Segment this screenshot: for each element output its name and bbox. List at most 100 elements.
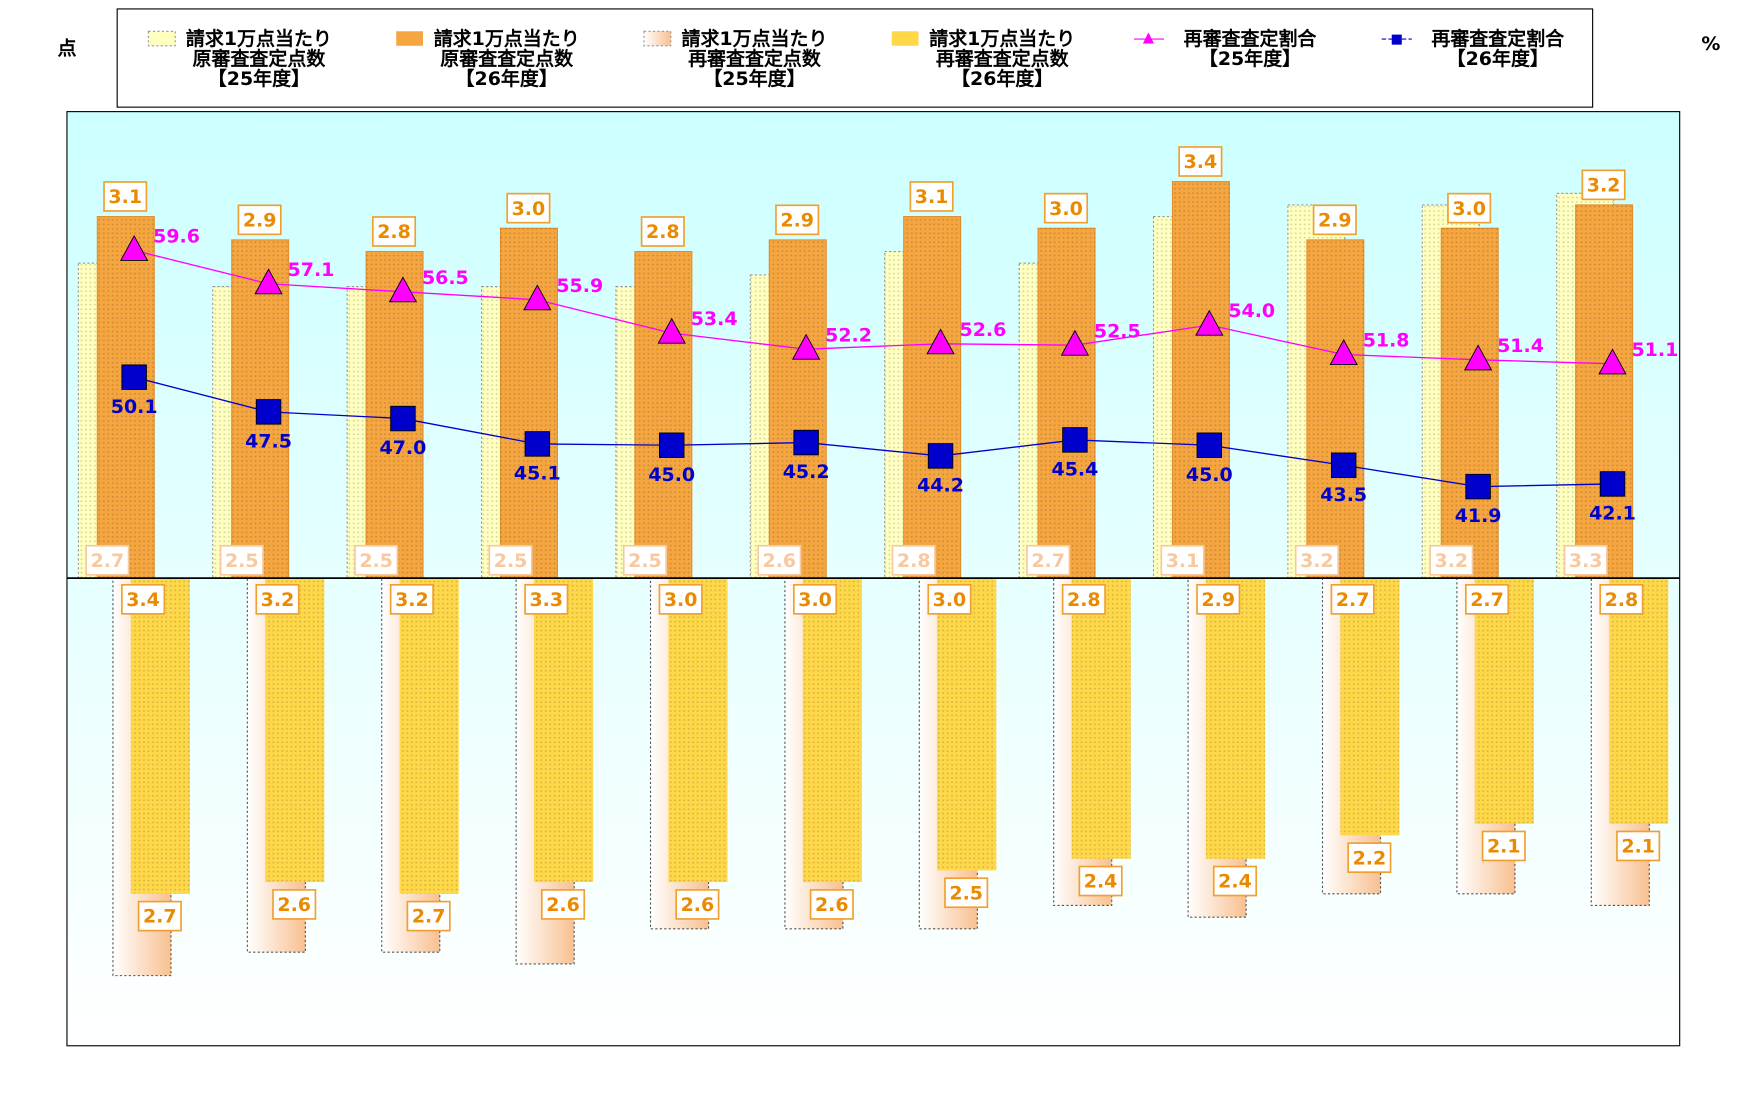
marker <box>255 399 282 425</box>
value-label: 47.5 <box>245 431 292 453</box>
label-box <box>389 583 434 615</box>
value-label: 45.1 <box>514 463 561 485</box>
value-label: 45.0 <box>1186 464 1233 486</box>
y2-axis-label: % <box>1701 33 1720 55</box>
marker <box>926 328 955 355</box>
label-box <box>488 544 533 576</box>
label-box <box>1026 544 1071 576</box>
bar-texture <box>668 578 728 883</box>
value-label: 2.8 <box>1067 589 1101 611</box>
marker <box>120 234 149 261</box>
marker <box>657 317 686 344</box>
bar-texture <box>1441 228 1499 579</box>
y-axis-label: 点 <box>57 38 76 60</box>
label-box <box>622 544 667 576</box>
value-label: 2.6 <box>277 894 311 916</box>
label-box <box>1078 865 1123 897</box>
label-box <box>1312 204 1357 236</box>
value-label: 2.8 <box>646 221 680 243</box>
value-label: 2.5 <box>494 550 528 572</box>
legend-swatch <box>643 30 672 47</box>
marker <box>1062 427 1088 453</box>
value-label: 2.7 <box>412 906 446 928</box>
label-box <box>354 544 399 576</box>
value-label: 2.8 <box>377 221 411 243</box>
label-box <box>237 204 282 236</box>
label-box <box>1178 146 1223 177</box>
value-label: 45.4 <box>1052 459 1099 481</box>
label-box <box>775 204 820 236</box>
label-box <box>406 900 451 932</box>
value-label: 2.4 <box>1084 871 1118 893</box>
bar-texture <box>265 578 325 883</box>
bar-texture <box>1071 578 1131 859</box>
value-label: 3.1 <box>108 186 142 208</box>
label-box <box>1563 544 1608 576</box>
value-label: 53.4 <box>691 308 738 330</box>
value-label: 2.7 <box>91 550 125 572</box>
value-label: 3.4 <box>1184 151 1218 173</box>
label-box <box>675 889 720 920</box>
value-label: 2.9 <box>1201 589 1235 611</box>
legend-marker <box>1391 34 1402 45</box>
value-label: 2.6 <box>546 894 580 916</box>
marker <box>791 333 821 360</box>
label-box <box>219 544 264 576</box>
bar-texture <box>1306 239 1364 579</box>
value-label: 44.2 <box>917 475 964 497</box>
bar-texture <box>1340 578 1400 836</box>
label-box <box>371 216 417 247</box>
label-box <box>809 889 854 920</box>
label-box <box>1429 544 1474 576</box>
label-box <box>1581 169 1626 201</box>
label-box <box>103 181 148 212</box>
marker <box>523 284 552 311</box>
marker <box>1195 309 1224 336</box>
label-box <box>85 544 130 576</box>
value-label: 2.1 <box>1487 836 1521 858</box>
value-label: 55.9 <box>556 275 603 297</box>
value-label: 42.1 <box>1589 503 1636 525</box>
value-label: 3.2 <box>261 589 295 611</box>
marker <box>121 364 147 390</box>
legend-label: 再審査査定割合【26年度】 <box>1431 27 1565 70</box>
bar-texture <box>500 228 558 579</box>
label-box <box>1212 865 1258 897</box>
legend-label: 請求1万点当たり再審査査定点数【26年度】 <box>929 27 1075 90</box>
marker <box>659 432 685 458</box>
label-box <box>1330 583 1375 615</box>
value-label: 3.0 <box>1049 198 1083 220</box>
marker <box>1330 452 1357 478</box>
label-box <box>1061 583 1106 615</box>
marker <box>1329 339 1358 365</box>
label-box <box>757 544 802 576</box>
bar-texture <box>130 578 190 894</box>
label-box <box>540 889 586 920</box>
marker <box>1060 329 1090 356</box>
bar-texture <box>533 578 594 883</box>
line <box>133 376 1613 488</box>
value-label: 52.5 <box>1094 320 1141 342</box>
label-box <box>121 583 166 615</box>
marker <box>254 268 283 295</box>
bar-texture <box>1609 578 1669 824</box>
legend-label: 請求1万点当たり再審査査定点数【25年度】 <box>681 27 827 90</box>
value-label: 52.2 <box>825 324 872 346</box>
bar-texture <box>1172 181 1230 579</box>
bar-texture <box>399 578 459 894</box>
legend-label: 請求1万点当たり原審査査定点数【25年度】 <box>186 27 332 90</box>
value-label: 51.1 <box>1631 339 1678 361</box>
marker <box>388 276 418 303</box>
label-box <box>1043 192 1089 224</box>
lower-background <box>66 578 1680 1046</box>
value-label: 54.0 <box>1228 300 1275 322</box>
value-label: 3.0 <box>1452 198 1486 220</box>
value-label: 3.1 <box>1166 550 1200 572</box>
value-label: 2.8 <box>1605 589 1639 611</box>
value-label: 59.6 <box>153 226 200 248</box>
bar-texture <box>1038 228 1096 579</box>
label-box <box>1599 583 1644 615</box>
legend: 請求1万点当たり原審査査定点数【25年度】 請求1万点当たり原審査査定点数【26年… <box>147 27 1565 90</box>
marker <box>1598 348 1627 375</box>
